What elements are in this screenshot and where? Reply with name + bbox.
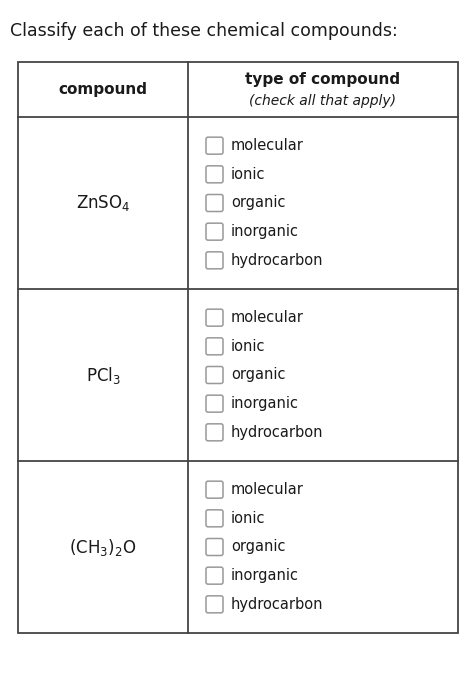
FancyBboxPatch shape xyxy=(206,166,223,183)
Text: organic: organic xyxy=(231,539,285,554)
FancyBboxPatch shape xyxy=(206,137,223,154)
Text: inorganic: inorganic xyxy=(231,568,299,583)
FancyBboxPatch shape xyxy=(206,539,223,556)
FancyBboxPatch shape xyxy=(206,223,223,240)
Text: type of compound: type of compound xyxy=(246,72,401,87)
Text: molecular: molecular xyxy=(231,138,304,153)
FancyBboxPatch shape xyxy=(206,567,223,584)
Text: $\mathregular{(CH_3)_2O}$: $\mathregular{(CH_3)_2O}$ xyxy=(69,537,137,558)
FancyBboxPatch shape xyxy=(206,338,223,355)
Text: organic: organic xyxy=(231,196,285,211)
Text: inorganic: inorganic xyxy=(231,396,299,411)
Text: ionic: ionic xyxy=(231,339,265,354)
Text: $\mathregular{PCl_3}$: $\mathregular{PCl_3}$ xyxy=(85,364,120,386)
Text: ionic: ionic xyxy=(231,167,265,182)
Text: molecular: molecular xyxy=(231,482,304,497)
Text: ionic: ionic xyxy=(231,511,265,526)
Text: (check all that apply): (check all that apply) xyxy=(249,94,396,107)
Text: molecular: molecular xyxy=(231,310,304,325)
Text: Classify each of these chemical compounds:: Classify each of these chemical compound… xyxy=(10,22,398,40)
FancyBboxPatch shape xyxy=(206,309,223,326)
Text: hydrocarbon: hydrocarbon xyxy=(231,253,323,268)
Text: inorganic: inorganic xyxy=(231,224,299,239)
FancyBboxPatch shape xyxy=(206,510,223,527)
Text: organic: organic xyxy=(231,367,285,382)
FancyBboxPatch shape xyxy=(206,481,223,498)
FancyBboxPatch shape xyxy=(206,395,223,412)
FancyBboxPatch shape xyxy=(206,596,223,613)
FancyBboxPatch shape xyxy=(206,424,223,441)
Bar xyxy=(18,62,458,633)
Text: hydrocarbon: hydrocarbon xyxy=(231,597,323,612)
FancyBboxPatch shape xyxy=(206,194,223,211)
FancyBboxPatch shape xyxy=(206,367,223,384)
FancyBboxPatch shape xyxy=(206,252,223,269)
Text: compound: compound xyxy=(58,82,147,97)
Text: $\mathregular{ZnSO_4}$: $\mathregular{ZnSO_4}$ xyxy=(76,193,130,213)
Text: hydrocarbon: hydrocarbon xyxy=(231,425,323,440)
